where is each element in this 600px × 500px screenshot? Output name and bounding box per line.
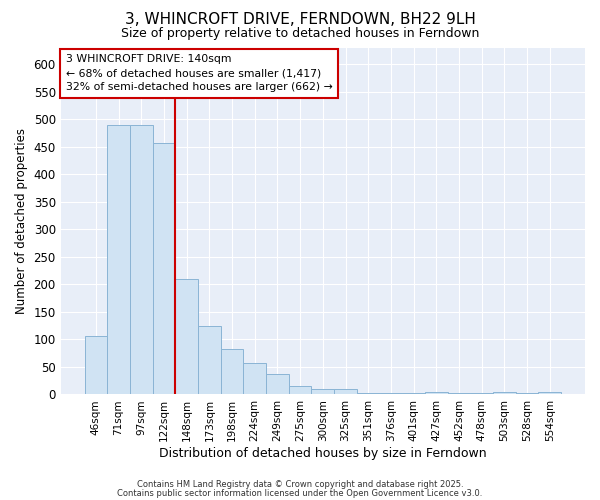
Bar bbox=[244, 362, 266, 394]
Bar bbox=[107, 124, 130, 394]
Bar bbox=[266, 374, 289, 394]
Bar bbox=[334, 389, 357, 394]
Text: 3 WHINCROFT DRIVE: 140sqm
← 68% of detached houses are smaller (1,417)
32% of se: 3 WHINCROFT DRIVE: 140sqm ← 68% of detac… bbox=[66, 54, 332, 92]
Bar bbox=[130, 124, 152, 394]
Text: 3, WHINCROFT DRIVE, FERNDOWN, BH22 9LH: 3, WHINCROFT DRIVE, FERNDOWN, BH22 9LH bbox=[125, 12, 475, 28]
Bar bbox=[289, 386, 311, 394]
Bar bbox=[357, 393, 380, 394]
Bar bbox=[448, 393, 470, 394]
Bar bbox=[152, 143, 175, 395]
Bar bbox=[516, 393, 538, 394]
Bar bbox=[425, 392, 448, 394]
Bar bbox=[470, 393, 493, 394]
Y-axis label: Number of detached properties: Number of detached properties bbox=[15, 128, 28, 314]
X-axis label: Distribution of detached houses by size in Ferndown: Distribution of detached houses by size … bbox=[159, 447, 487, 460]
Bar bbox=[493, 392, 516, 394]
Bar bbox=[311, 389, 334, 394]
Bar bbox=[175, 279, 198, 394]
Bar bbox=[85, 336, 107, 394]
Bar bbox=[402, 393, 425, 394]
Bar bbox=[380, 393, 402, 394]
Text: Contains HM Land Registry data © Crown copyright and database right 2025.: Contains HM Land Registry data © Crown c… bbox=[137, 480, 463, 489]
Bar bbox=[221, 348, 244, 395]
Text: Size of property relative to detached houses in Ferndown: Size of property relative to detached ho… bbox=[121, 28, 479, 40]
Bar bbox=[198, 326, 221, 394]
Bar bbox=[538, 392, 561, 394]
Text: Contains public sector information licensed under the Open Government Licence v3: Contains public sector information licen… bbox=[118, 488, 482, 498]
